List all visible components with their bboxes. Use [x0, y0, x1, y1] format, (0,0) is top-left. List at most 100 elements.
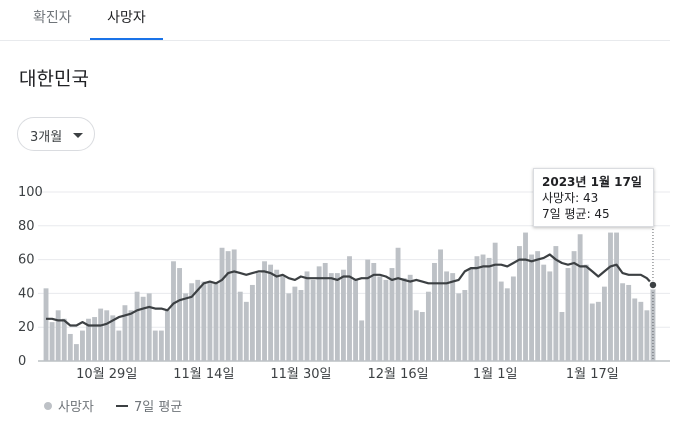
tab-bar: 확진자 사망자	[0, 0, 670, 41]
x-tick-label: 12월 16일	[367, 367, 428, 382]
bar	[353, 279, 359, 361]
bar	[201, 281, 207, 361]
bar	[189, 283, 195, 361]
bar	[383, 279, 389, 361]
bar	[450, 273, 456, 361]
bar	[237, 291, 243, 361]
bar	[432, 262, 437, 361]
bar	[286, 293, 292, 361]
legend-bars-label: 사망자	[58, 400, 94, 415]
bar	[61, 318, 67, 361]
y-tick-label: 100	[18, 185, 43, 200]
bar	[377, 276, 383, 361]
bar	[49, 322, 55, 361]
bar	[262, 261, 267, 361]
bar	[225, 251, 231, 361]
bar	[456, 293, 462, 361]
bar	[67, 333, 73, 361]
bar	[462, 290, 468, 361]
bar	[523, 232, 528, 361]
bar	[577, 234, 583, 361]
bar	[620, 283, 626, 361]
y-tick-label: 40	[18, 286, 35, 301]
bar	[438, 249, 443, 361]
chart-tooltip: 2023년 1월 17일 사망자: 43 7일 평균: 45	[533, 168, 654, 227]
bar	[243, 301, 249, 361]
bar	[316, 266, 322, 361]
bar	[365, 259, 371, 361]
bar	[231, 249, 237, 361]
tooltip-average: 7일 평균: 45	[542, 207, 610, 221]
bar	[340, 269, 346, 361]
bar	[219, 247, 225, 361]
y-tick-label: 80	[18, 219, 35, 234]
bar	[589, 303, 595, 361]
bar	[292, 286, 298, 361]
bar	[207, 281, 213, 361]
range-dropdown-label: 3개월	[30, 130, 63, 145]
x-tick-label: 1월 1일	[473, 367, 518, 382]
bar	[517, 246, 522, 361]
legend-bar-marker	[44, 402, 52, 410]
legend-line-label: 7일 평균	[134, 400, 183, 415]
bar	[626, 284, 632, 361]
y-tick-label: 60	[18, 253, 35, 268]
y-tick-label: 0	[18, 354, 26, 369]
tooltip-deaths: 사망자: 43	[542, 191, 599, 205]
bar	[80, 330, 85, 361]
bar	[425, 291, 431, 361]
bar	[371, 262, 377, 361]
bar	[529, 254, 535, 361]
bar	[395, 247, 401, 361]
bar	[164, 310, 170, 361]
bar	[468, 268, 474, 361]
tooltip-date: 2023년 1월 17일	[542, 175, 642, 189]
bar	[359, 320, 365, 361]
bar	[389, 268, 395, 361]
bar	[444, 271, 450, 361]
bar	[310, 279, 316, 361]
range-dropdown[interactable]: 3개월	[17, 117, 95, 151]
bar	[73, 344, 79, 361]
legend-line-marker	[116, 405, 129, 407]
x-tick-label: 11월 14일	[173, 367, 234, 382]
tab-confirmed[interactable]: 확진자	[33, 10, 72, 26]
bar	[213, 283, 219, 361]
bar	[298, 290, 304, 361]
bar	[334, 273, 340, 361]
bar	[122, 305, 128, 361]
bar	[614, 232, 619, 361]
bar	[541, 264, 547, 361]
bar	[158, 330, 164, 361]
bar	[134, 291, 140, 361]
bar	[601, 286, 607, 361]
bar	[140, 296, 146, 361]
bar	[583, 264, 589, 361]
bar	[638, 301, 644, 361]
bar	[280, 274, 286, 361]
bar	[510, 276, 516, 361]
bar	[92, 317, 98, 361]
bar	[347, 256, 352, 361]
bar	[183, 293, 189, 361]
bar	[249, 284, 255, 361]
bar	[256, 273, 261, 361]
bar	[328, 273, 334, 361]
bar	[547, 271, 553, 361]
bar	[152, 330, 158, 361]
bar	[322, 262, 328, 361]
bar	[413, 310, 419, 361]
bar	[86, 318, 91, 361]
bar	[304, 271, 310, 361]
tab-deaths[interactable]: 사망자	[90, 0, 163, 40]
x-tick-label: 10월 29일	[76, 367, 137, 382]
bar	[504, 288, 510, 361]
bar	[274, 269, 280, 361]
bar	[98, 308, 104, 361]
bar	[407, 274, 413, 361]
bar	[116, 330, 122, 361]
bar	[43, 288, 49, 361]
bar	[608, 232, 613, 361]
bar	[535, 251, 541, 361]
